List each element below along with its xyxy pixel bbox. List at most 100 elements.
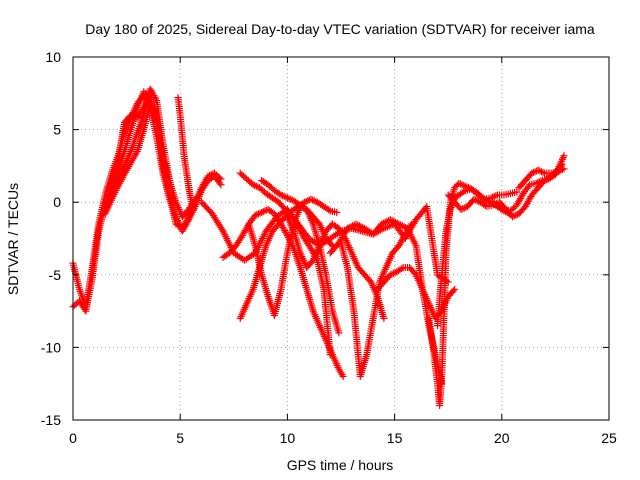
data-point [536, 167, 544, 175]
data-point [529, 168, 537, 176]
data-point [309, 196, 317, 204]
x-tick-label: 5 [176, 430, 184, 446]
data-point [460, 188, 468, 196]
tick-labels: 0 5 10 15 20 25 -15 -10 -5 0 5 10 [41, 49, 617, 446]
series-track-21 [487, 160, 566, 215]
data-point [513, 188, 521, 196]
data-point [557, 162, 565, 170]
data-point [451, 285, 459, 293]
data-point [307, 195, 315, 203]
data-point [287, 195, 295, 203]
series-track-13 [283, 213, 388, 322]
data-point [327, 240, 335, 248]
data-point [398, 265, 406, 273]
data-point [249, 181, 257, 189]
data-point [509, 213, 517, 221]
data-point [532, 179, 540, 187]
data-point [165, 176, 173, 184]
data-point [251, 211, 259, 219]
data-point [458, 181, 466, 189]
series-track-5 [108, 89, 154, 199]
data-point [470, 195, 478, 203]
data-point [528, 169, 536, 177]
data-point [455, 179, 463, 187]
y-tick-label: 0 [53, 194, 61, 210]
data-point [490, 200, 498, 208]
data-point [498, 204, 506, 212]
data-point [253, 211, 261, 219]
data-point [449, 287, 457, 295]
data-point [152, 95, 160, 103]
plot-frame [72, 56, 610, 421]
data-point [457, 180, 465, 188]
data-point [335, 329, 343, 337]
y-axis-label: SDTVAR / TECUs [5, 183, 21, 295]
data-point [326, 351, 334, 359]
data-point [304, 197, 312, 205]
data-point [510, 212, 518, 220]
data-point [301, 198, 309, 206]
data-point [282, 193, 290, 201]
data-point [339, 372, 347, 380]
data-point [310, 197, 318, 205]
data-point [189, 205, 197, 213]
data-point [325, 206, 333, 214]
data-point [531, 168, 539, 176]
x-tick-label: 15 [387, 430, 403, 446]
data-point [254, 210, 262, 218]
data-point [534, 179, 542, 187]
data-point [380, 314, 388, 322]
data-point [252, 182, 260, 190]
data-point [333, 208, 341, 216]
y-tick-label: -15 [41, 412, 61, 428]
data-point [280, 192, 288, 200]
data-point [460, 204, 468, 212]
data-point [285, 195, 293, 203]
axis-ticks [72, 56, 610, 421]
data-point [128, 112, 136, 120]
data-point [472, 196, 480, 204]
data-point [534, 166, 542, 174]
x-tick-label: 20 [494, 430, 510, 446]
data-point [457, 205, 465, 213]
data-point [388, 270, 396, 278]
data-point [390, 269, 398, 277]
y-tick-label: 10 [45, 49, 61, 65]
data-point [460, 182, 468, 190]
data-point [473, 197, 481, 205]
data-point [492, 192, 500, 200]
data-point [560, 152, 568, 160]
data-point [217, 181, 225, 189]
data-point [490, 192, 498, 200]
data-point [489, 199, 497, 207]
y-tick-label: -10 [41, 339, 61, 355]
y-tick-label: -5 [49, 267, 62, 283]
data-point [537, 177, 545, 185]
data-point [146, 89, 154, 97]
data-point [407, 222, 415, 230]
data-point [481, 201, 489, 209]
x-tick-label: 25 [601, 430, 617, 446]
data-point [558, 160, 566, 168]
y-tick-label: 5 [53, 122, 61, 138]
data-point [386, 271, 394, 279]
chart-title: Day 180 of 2025, Sidereal Day-to-day VTE… [85, 21, 595, 37]
data-point [259, 208, 267, 216]
series-track-6 [174, 94, 197, 213]
data-point [408, 220, 416, 228]
data-point [258, 208, 266, 216]
data-point [479, 194, 487, 202]
data-point [184, 217, 192, 225]
series-track-4 [101, 99, 173, 218]
data-point [535, 178, 543, 186]
x-axis-label: GPS time / hours [287, 457, 394, 473]
data-point [512, 211, 520, 219]
data-point [487, 198, 495, 206]
data-point [539, 168, 547, 176]
data-point [537, 168, 545, 176]
data-point [279, 192, 287, 200]
data-points [69, 85, 568, 409]
data-point [283, 194, 291, 202]
data-point [139, 106, 147, 114]
data-point [459, 205, 467, 213]
